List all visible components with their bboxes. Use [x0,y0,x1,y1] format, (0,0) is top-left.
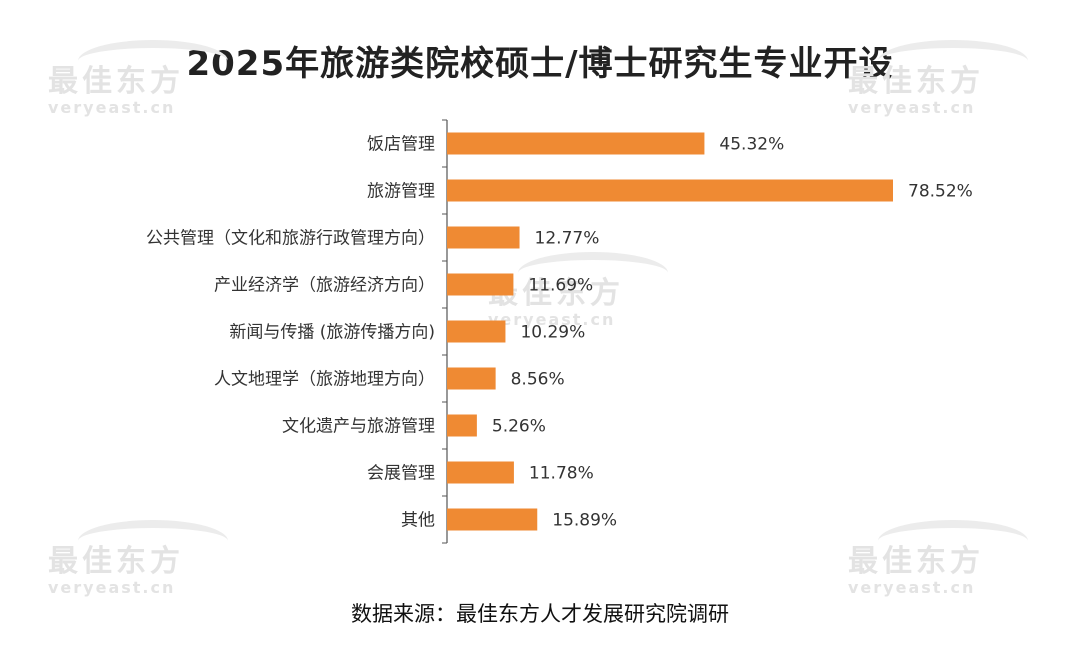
category-label: 公共管理（文化和旅游行政管理方向） [146,229,435,249]
value-label: 11.78% [529,464,594,484]
bar-2 [447,226,520,249]
value-label: 5.26% [492,417,546,437]
category-label: 产业经济学（旅游经济方向） [214,276,435,296]
chart-title: 2025年旅游类院校硕士/博士研究生专业开设 [186,44,894,84]
value-label: 8.56% [511,370,565,390]
data-source-note: 数据来源：最佳东方人才发展研究院调研 [351,602,729,626]
watermark-bottom-right: 最佳东方 veryeast.cn [848,520,1028,597]
bar-8 [447,508,538,531]
bar-5 [447,367,496,390]
watermark-text-en: veryeast.cn [48,578,176,597]
bar-6 [447,414,477,437]
value-label: 78.52% [908,182,973,202]
value-label: 15.89% [552,511,617,531]
watermark-top-right: 最佳东方 veryeast.cn [848,40,1028,117]
watermark-bottom-left: 最佳东方 veryeast.cn [48,520,228,597]
value-label: 12.77% [535,229,600,249]
category-label: 其他 [401,511,435,531]
watermark-text-en: veryeast.cn [488,310,616,329]
bar-1 [447,179,893,202]
category-label: 旅游管理 [367,182,435,202]
watermark-text-en: veryeast.cn [48,98,176,117]
value-label: 11.69% [528,276,593,296]
watermark-text-en: veryeast.cn [848,578,976,597]
category-label: 会展管理 [367,464,435,484]
bar-0 [447,132,705,155]
bar-3 [447,273,514,296]
watermark-text-en: veryeast.cn [848,98,976,117]
category-label: 新闻与传播 (旅游传播方向) [229,323,435,343]
value-label: 10.29% [520,323,585,343]
value-label: 45.32% [719,135,784,155]
category-label: 人文地理学（旅游地理方向） [214,370,435,390]
watermark-top-left: 最佳东方 veryeast.cn [48,40,228,117]
category-label: 饭店管理 [367,135,435,155]
bar-4 [447,320,506,343]
bar-7 [447,461,514,484]
category-label: 文化遗产与旅游管理 [282,417,435,437]
